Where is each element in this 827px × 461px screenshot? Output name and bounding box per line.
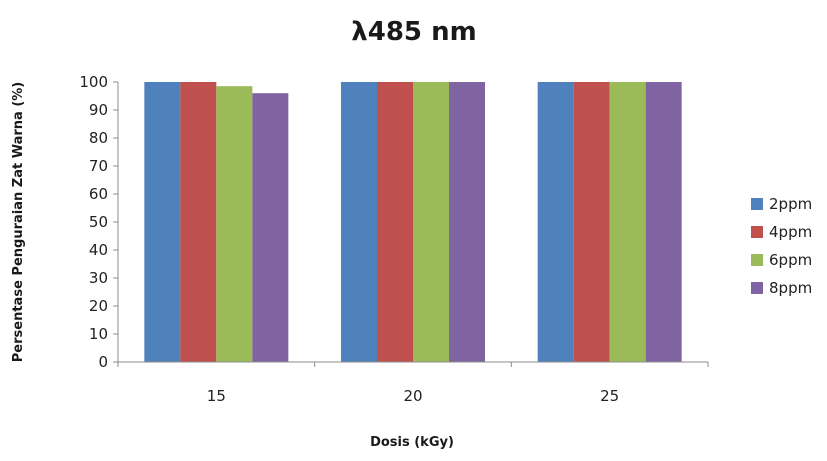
legend: 2ppm 4ppm 6ppm 8ppm xyxy=(751,195,812,297)
x-tick-label: 15 xyxy=(207,387,226,405)
x-tick-label: 25 xyxy=(600,387,619,405)
y-tick-label: 50 xyxy=(89,213,108,231)
y-tick-label: 100 xyxy=(79,73,108,91)
bar-8ppm-15 xyxy=(252,93,289,362)
x-axis-label: Dosis (kGy) xyxy=(370,435,454,450)
y-tick-label: 0 xyxy=(98,353,108,371)
y-axis-ticks: 0 10 20 30 40 50 60 70 80 90 100 xyxy=(79,73,118,371)
bar-6ppm-20 xyxy=(413,82,449,362)
y-tick-label: 80 xyxy=(89,129,108,147)
y-tick-label: 90 xyxy=(89,101,108,119)
bar-4ppm-15 xyxy=(180,82,217,362)
y-tick-label: 20 xyxy=(89,297,108,315)
bar-6ppm-15 xyxy=(216,86,253,362)
y-tick-label: 40 xyxy=(89,241,108,259)
x-axis-ticks: 15 20 25 xyxy=(117,362,709,405)
legend-swatch-4ppm xyxy=(751,226,763,238)
y-axis-label: Persentase Penguraian Zat Warna (%) xyxy=(11,82,26,362)
y-tick-label: 10 xyxy=(89,325,108,343)
legend-label-6ppm: 6ppm xyxy=(769,251,812,269)
legend-swatch-8ppm xyxy=(751,282,763,294)
legend-label-4ppm: 4ppm xyxy=(769,223,812,241)
bar-8ppm-25 xyxy=(645,82,682,362)
bars xyxy=(144,82,682,362)
legend-swatch-6ppm xyxy=(751,254,763,266)
legend-swatch-2ppm xyxy=(751,198,763,210)
y-tick-label: 70 xyxy=(89,157,108,175)
bar-4ppm-20 xyxy=(377,82,413,362)
bar-2ppm-15 xyxy=(144,82,181,362)
chart-title: λ485 nm xyxy=(351,17,476,47)
bar-8ppm-20 xyxy=(449,82,485,362)
legend-label-2ppm: 2ppm xyxy=(769,195,812,213)
y-tick-label: 60 xyxy=(89,185,108,203)
bar-2ppm-20 xyxy=(341,82,377,362)
bar-6ppm-25 xyxy=(609,82,646,362)
bar-4ppm-25 xyxy=(573,82,610,362)
x-tick-label: 20 xyxy=(403,387,422,405)
bar-2ppm-25 xyxy=(537,82,574,362)
y-tick-label: 30 xyxy=(89,269,108,287)
legend-label-8ppm: 8ppm xyxy=(769,279,812,297)
